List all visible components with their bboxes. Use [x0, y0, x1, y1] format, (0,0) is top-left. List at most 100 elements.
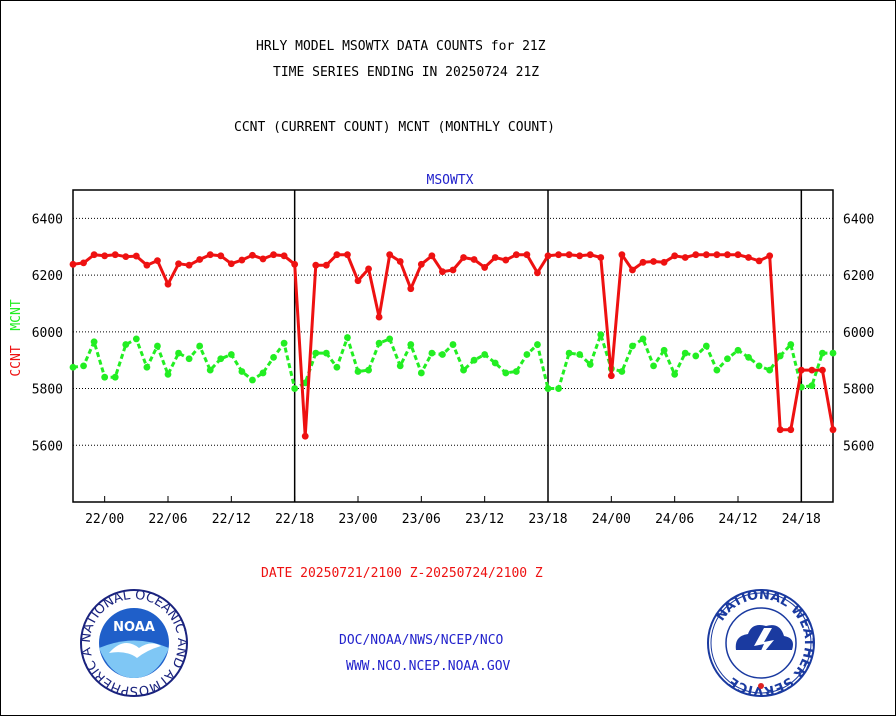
- x-tick-label-22-00: 22/00: [85, 512, 124, 527]
- data-point-mcnt-32: [407, 341, 415, 348]
- plot-frame: [72, 189, 834, 503]
- data-point-mcnt-0: [69, 363, 77, 371]
- y-tick-label-left-6200: 6200: [32, 269, 63, 284]
- data-point-mcnt-34: [428, 349, 436, 357]
- data-point-mcnt-49: [586, 361, 594, 368]
- data-point-ccnt-41: [502, 256, 510, 264]
- data-point-mcnt-68: [787, 341, 795, 348]
- data-point-mcnt-61: [713, 366, 721, 374]
- data-point-mcnt-10: [175, 349, 182, 357]
- data-point-ccnt-47: [565, 251, 573, 259]
- data-point-ccnt-16: [238, 256, 246, 264]
- data-point-mcnt-47: [565, 349, 573, 357]
- y-tick-label-right-6000: 6000: [843, 326, 874, 341]
- data-point-ccnt-13: [206, 251, 214, 259]
- x-tick-label-23-00: 23/00: [338, 512, 377, 527]
- x-tick-label-22-06: 22/06: [148, 512, 187, 527]
- station-label: MSOWTX: [427, 173, 474, 188]
- y-tick-label-right-5600: 5600: [843, 439, 874, 454]
- data-point-ccnt-55: [650, 258, 657, 265]
- data-point-ccnt-14: [217, 252, 225, 260]
- data-point-mcnt-37: [460, 366, 467, 374]
- data-point-mcnt-71: [819, 349, 826, 357]
- chart-subtitle: CCNT (CURRENT COUNT) MCNT (MONTHLY COUNT…: [234, 120, 555, 135]
- data-point-ccnt-69: [797, 366, 805, 374]
- data-point-mcnt-18: [259, 369, 267, 377]
- data-point-ccnt-4: [111, 251, 119, 259]
- data-point-ccnt-2: [90, 251, 98, 259]
- data-point-mcnt-33: [417, 369, 425, 377]
- y-tick-label-left-6000: 6000: [32, 326, 63, 341]
- data-point-mcnt-53: [629, 342, 636, 350]
- data-point-mcnt-24: [322, 349, 330, 357]
- x-axis-date-range: DATE 20250721/2100 Z-20250724/2100 Z: [261, 566, 543, 581]
- data-point-mcnt-21: [291, 385, 299, 392]
- data-point-mcnt-30: [386, 335, 394, 343]
- data-point-ccnt-20: [280, 252, 288, 260]
- data-point-ccnt-36: [449, 266, 457, 274]
- data-point-ccnt-0: [69, 260, 77, 268]
- data-point-ccnt-43: [523, 251, 531, 259]
- data-point-mcnt-29: [375, 339, 383, 347]
- data-point-ccnt-35: [439, 268, 446, 276]
- website-link[interactable]: WWW.NCO.NCEP.NOAA.GOV: [346, 659, 511, 674]
- data-point-mcnt-26: [344, 334, 351, 341]
- data-point-mcnt-50: [597, 331, 605, 339]
- data-point-ccnt-40: [491, 254, 499, 261]
- data-point-ccnt-39: [481, 264, 489, 271]
- org-line[interactable]: DOC/NOAA/NWS/NCEP/NCO: [339, 633, 504, 648]
- data-point-ccnt-24: [322, 261, 330, 269]
- data-point-mcnt-67: [776, 352, 784, 360]
- data-point-ccnt-31: [396, 258, 404, 265]
- data-point-mcnt-36: [449, 341, 457, 348]
- data-point-ccnt-34: [428, 252, 436, 260]
- data-point-mcnt-6: [132, 335, 140, 343]
- data-point-mcnt-15: [227, 351, 235, 358]
- data-point-ccnt-50: [597, 254, 605, 261]
- data-point-ccnt-68: [787, 426, 795, 434]
- x-tick-label-23-12: 23/12: [465, 512, 504, 527]
- x-tick-label-24-00: 24/00: [592, 512, 631, 527]
- chart-title-line2: TIME SERIES ENDING IN 20250724 21Z: [273, 65, 540, 80]
- data-point-ccnt-30: [386, 251, 394, 259]
- data-point-ccnt-70: [808, 366, 816, 374]
- data-point-ccnt-23: [312, 261, 320, 269]
- data-point-mcnt-44: [534, 341, 541, 348]
- data-point-mcnt-57: [671, 370, 679, 378]
- plot-area: 5600 5600 5800 5800 6000 6000 6200 6200 6400 6400…: [9, 173, 874, 527]
- data-point-ccnt-38: [470, 256, 478, 263]
- data-point-ccnt-27: [354, 277, 362, 285]
- data-point-mcnt-72: [829, 349, 837, 357]
- data-point-ccnt-65: [755, 257, 763, 265]
- data-point-mcnt-8: [154, 342, 161, 350]
- data-point-mcnt-66: [766, 366, 774, 374]
- nws-logo: NATIONAL WEATHER SERVICE: [707, 588, 816, 698]
- data-point-mcnt-54: [639, 335, 647, 343]
- data-point-mcnt-3: [101, 373, 109, 381]
- data-point-mcnt-16: [238, 368, 246, 375]
- data-point-mcnt-12: [196, 342, 204, 350]
- x-tick-label-24-12: 24/12: [718, 512, 757, 527]
- data-point-ccnt-8: [154, 257, 161, 265]
- data-point-mcnt-40: [491, 359, 499, 367]
- data-point-ccnt-53: [629, 266, 636, 274]
- y-tick-label-left-5800: 5800: [32, 383, 63, 398]
- data-point-ccnt-51: [607, 372, 615, 380]
- data-point-ccnt-60: [702, 251, 710, 259]
- data-point-mcnt-63: [734, 346, 742, 354]
- data-point-mcnt-2: [90, 338, 98, 346]
- data-point-ccnt-37: [460, 254, 467, 261]
- y-tick-label-right-5800: 5800: [843, 383, 874, 398]
- data-point-ccnt-61: [713, 251, 721, 259]
- y-axis-label-ccnt: CCNT: [9, 345, 24, 376]
- data-point-mcnt-60: [702, 342, 710, 350]
- data-point-mcnt-39: [481, 351, 489, 358]
- data-point-mcnt-17: [249, 376, 256, 384]
- data-point-ccnt-63: [734, 251, 742, 259]
- data-point-ccnt-19: [270, 251, 277, 259]
- data-point-ccnt-5: [122, 253, 130, 261]
- data-point-ccnt-48: [576, 252, 584, 260]
- data-point-mcnt-13: [206, 366, 214, 374]
- data-point-ccnt-62: [724, 251, 731, 259]
